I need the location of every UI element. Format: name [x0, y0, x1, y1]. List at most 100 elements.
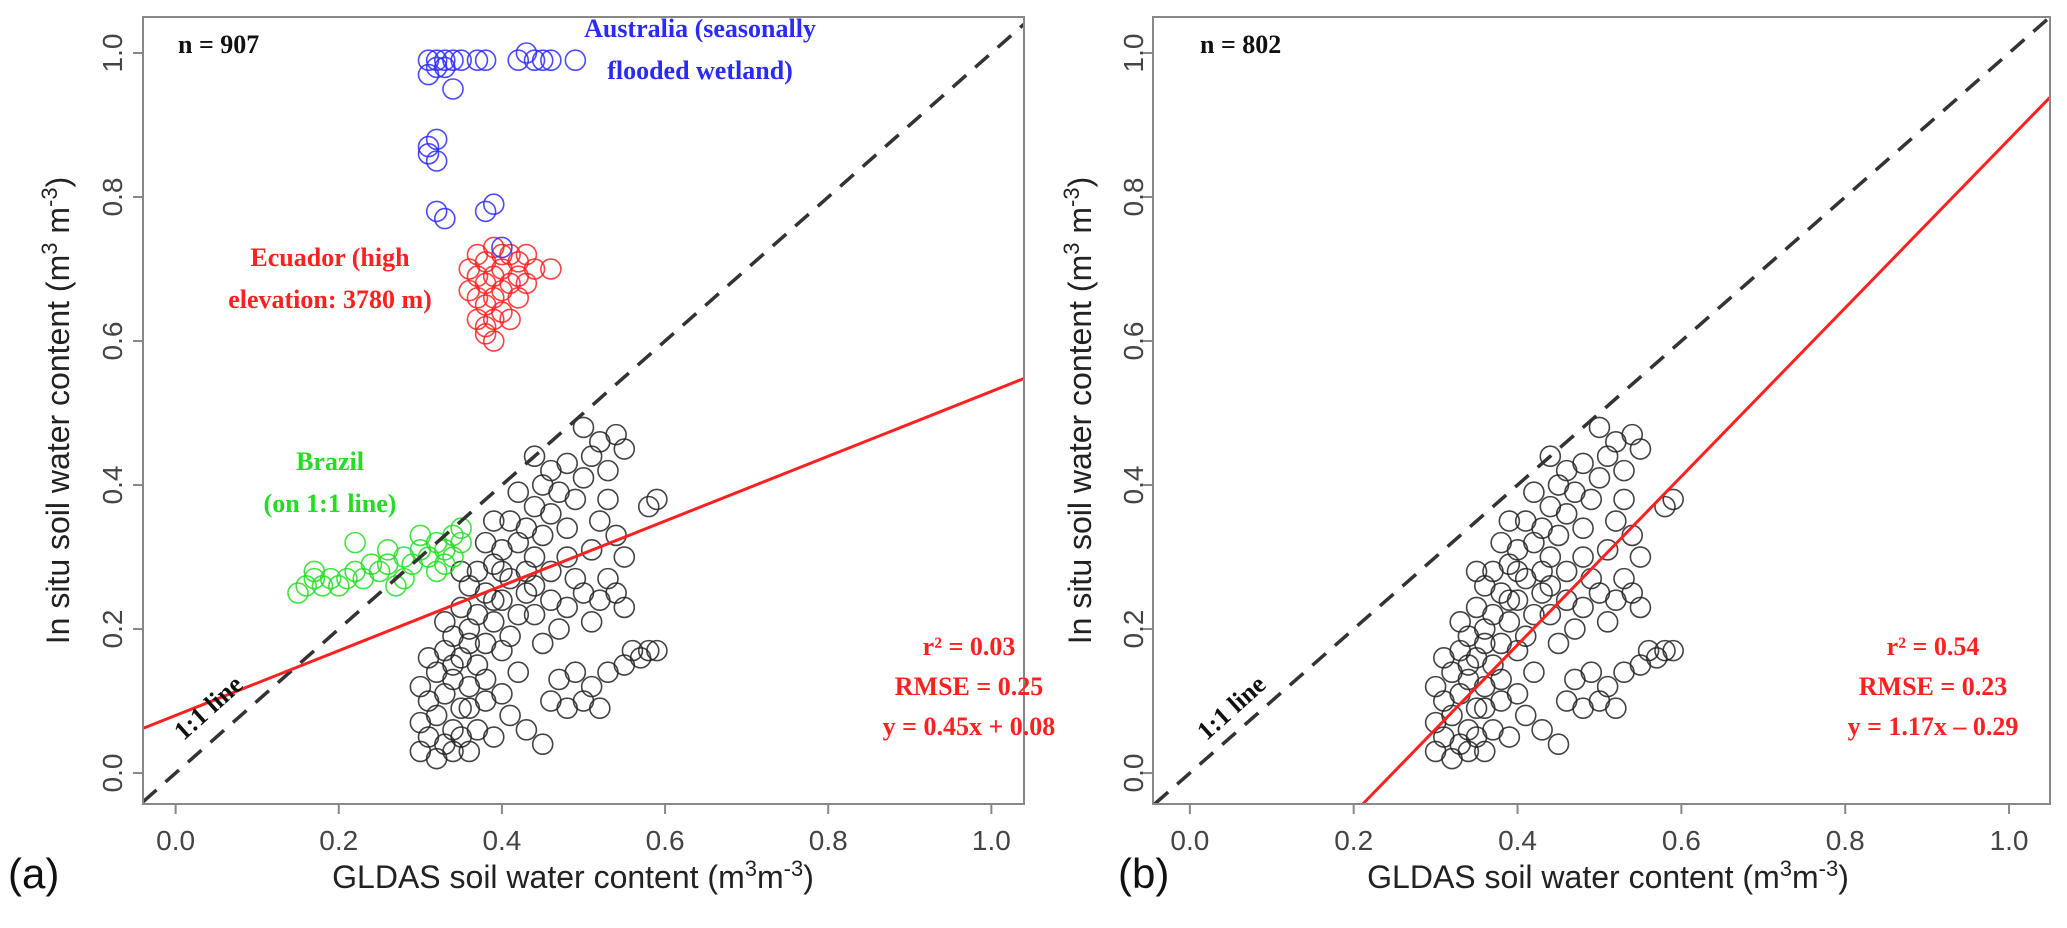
data-point — [1490, 531, 1512, 554]
data-point — [499, 625, 521, 648]
data-point — [1523, 661, 1545, 684]
stat-text: RMSE = 0.25 — [895, 672, 1043, 701]
data-point — [515, 582, 538, 604]
plot-frame — [142, 16, 1025, 805]
plot-area — [141, 22, 1026, 804]
x-axis-label-text: GLDAS soil water content (m — [332, 859, 745, 895]
data-point — [1580, 488, 1603, 511]
data-point — [491, 301, 513, 324]
data-point — [1531, 719, 1553, 741]
data-point — [491, 683, 513, 705]
data-point — [1449, 683, 1471, 705]
data-point — [1572, 596, 1594, 619]
data-point — [613, 438, 636, 460]
data-point — [1523, 603, 1545, 626]
data-point — [1539, 546, 1562, 568]
x-axis-label-text: m — [757, 859, 784, 895]
data-point — [548, 618, 570, 640]
data-point — [580, 675, 603, 698]
series-brazil — [287, 517, 472, 604]
data-point — [474, 531, 497, 554]
data-point — [434, 611, 456, 633]
y-tick-label: 0.6 — [1118, 322, 1149, 361]
data-point — [491, 560, 513, 583]
x-tick-label: 0.2 — [319, 825, 358, 856]
data-point — [531, 733, 554, 756]
data-point — [637, 495, 660, 518]
data-point — [1588, 416, 1611, 439]
data-point — [1457, 719, 1480, 741]
data-point — [540, 459, 562, 482]
data-point — [1555, 459, 1578, 482]
data-point — [564, 488, 587, 511]
y-axis-label-sup: 3 — [1059, 243, 1084, 255]
data-point — [613, 546, 636, 568]
x-tick-label: 0.6 — [1662, 825, 1701, 856]
data-point — [442, 78, 464, 100]
data-point — [1564, 668, 1586, 691]
data-point — [434, 683, 456, 705]
y-tick-label: 0.8 — [97, 178, 128, 217]
x-axis-label: GLDAS soil water content (m3m-3) — [1367, 856, 1849, 896]
data-point — [499, 704, 521, 727]
data-point — [482, 553, 505, 576]
data-point — [507, 603, 530, 626]
data-point — [564, 49, 587, 72]
data-point — [1473, 632, 1496, 655]
series-ecuador — [458, 236, 562, 352]
data-point — [474, 49, 497, 72]
data-point — [1613, 488, 1635, 511]
data-point — [482, 510, 505, 532]
site-annotation: Australia (seasonally — [584, 14, 816, 43]
stat-text: y = 0.45x + 0.08 — [883, 712, 1056, 741]
y-axis-label-text: m — [40, 207, 76, 243]
x-tick-label: 0.4 — [1498, 825, 1537, 856]
y-tick-label: 0.4 — [97, 466, 128, 505]
data-point — [1539, 603, 1562, 626]
data-point — [556, 517, 578, 540]
data-point — [580, 539, 603, 561]
data-point — [1498, 510, 1521, 532]
data-point — [1596, 611, 1619, 633]
data-point — [564, 567, 587, 590]
regression-line — [1361, 96, 2052, 806]
data-point — [580, 445, 603, 468]
data-point — [531, 632, 554, 655]
data-point — [515, 719, 538, 741]
site-annotation: elevation: 3780 m) — [228, 285, 432, 314]
data-point — [1424, 675, 1447, 698]
data-point — [425, 704, 448, 727]
data-point — [1621, 582, 1644, 604]
data-point — [409, 675, 432, 698]
data-point — [1498, 726, 1521, 748]
data-point — [1523, 481, 1545, 504]
x-axis-label: GLDAS soil water content (m3m-3) — [332, 856, 814, 896]
regression-line — [142, 377, 1025, 730]
stat-text: r² = 0.03 — [923, 632, 1016, 661]
data-point — [1514, 704, 1537, 727]
data-point — [360, 553, 383, 576]
data-point — [344, 531, 366, 554]
sample-count: n = 802 — [1200, 30, 1281, 59]
y-tick-label: 0.0 — [1118, 754, 1149, 793]
data-point — [1596, 445, 1619, 468]
data-point — [434, 207, 456, 230]
x-axis-label-text: ) — [803, 859, 814, 895]
data-point — [1457, 654, 1480, 676]
data-point — [474, 200, 497, 223]
data-point — [1539, 575, 1562, 597]
data-point — [540, 49, 562, 72]
panel-b: 0.0 0.2 0.4 0.6 0.8 1.0 0.0 0.2 0.4 0.6 0.8 1.0 GLDA… — [1059, 15, 2052, 897]
data-point — [523, 49, 546, 72]
data-point — [1465, 560, 1488, 583]
data-point — [319, 567, 342, 590]
data-point — [1498, 553, 1521, 576]
data-point — [1629, 546, 1652, 568]
data-point — [499, 243, 521, 266]
data-point — [1588, 467, 1611, 489]
data-point — [507, 49, 530, 72]
data-point — [1621, 423, 1644, 446]
data-point — [1531, 560, 1553, 583]
site-annotation: Ecuador (high — [250, 243, 410, 272]
data-point — [1637, 639, 1660, 662]
